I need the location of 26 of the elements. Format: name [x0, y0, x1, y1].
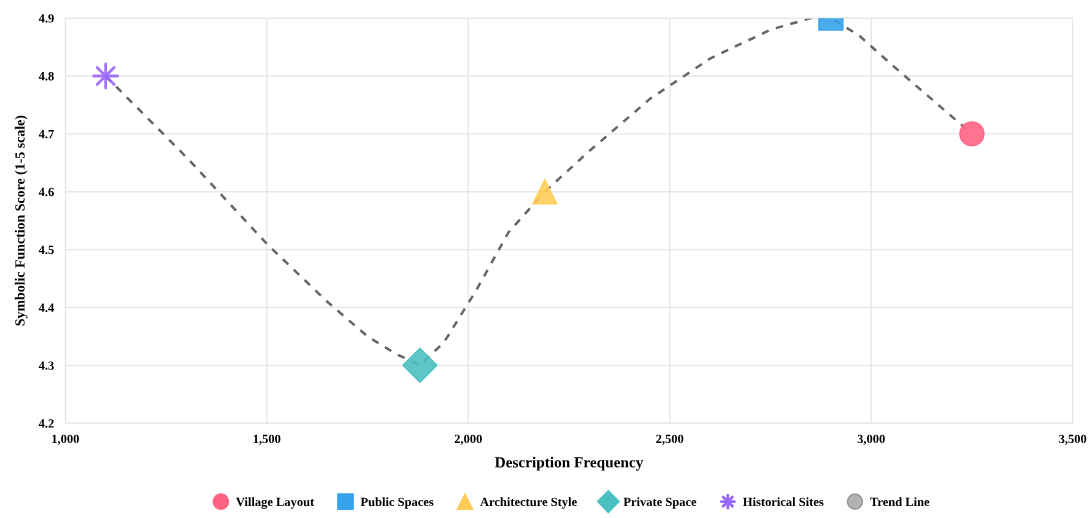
- x-tick-label: 1,000: [52, 434, 79, 445]
- x-tick-label: 3,000: [857, 434, 885, 445]
- y-tick-label: 4.2: [38, 419, 54, 428]
- x-tick-label: 2,500: [656, 434, 684, 445]
- x-tick-label: 1,500: [253, 434, 281, 445]
- x-axis-title: Description Frequency: [494, 456, 644, 471]
- legend-label: Village Layout: [236, 497, 315, 509]
- y-tick-label: 4.4: [38, 303, 54, 312]
- y-tick-label: 4.9: [38, 14, 54, 23]
- y-tick-label: 4.3: [38, 361, 54, 370]
- y-axis-title: Symbolic Function Score (1-5 scale): [14, 115, 28, 326]
- point: [532, 179, 558, 205]
- legend-label: Trend Line: [870, 497, 930, 507]
- legend-label: Architecture Style: [480, 497, 577, 509]
- y-tick-label: 4.6: [38, 187, 54, 197]
- x-tick-label: 3,500: [1059, 434, 1087, 445]
- y-tick-label: 4.5: [38, 245, 54, 255]
- legend-label: Private Space: [623, 497, 697, 509]
- y-tick-label: 4.7: [38, 129, 54, 139]
- point: [402, 347, 438, 384]
- point: [92, 62, 120, 90]
- legend-label: Historical Sites: [743, 497, 824, 507]
- y-tick-label: 4.8: [38, 72, 54, 81]
- point: [959, 121, 985, 147]
- legend-label: Public Spaces: [360, 497, 434, 509]
- x-tick-label: 2,000: [454, 434, 482, 445]
